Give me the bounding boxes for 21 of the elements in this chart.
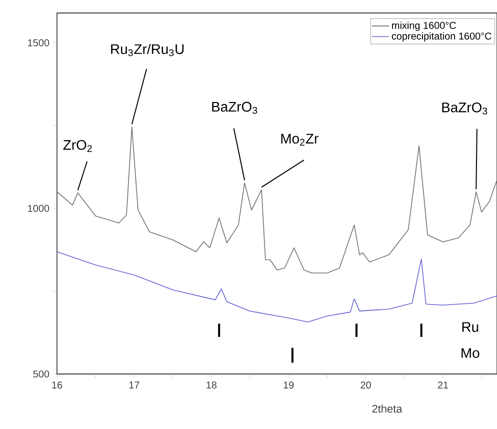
line-series [56,126,497,274]
annotation: BaZrO$_{3}$ [442,102,488,114]
annotation: Mo [462,348,480,358]
x-tick-label: 20 [360,382,371,389]
legend-label: mixing 1600°C [392,22,456,31]
x-tick-label: 19 [284,382,294,389]
x-tick-label: 16 [52,382,62,389]
legend-label: coprecipitation 1600°C [392,32,492,42]
y-tick-label: 1000 [28,204,50,212]
y-tick-label: 500 [33,370,50,378]
annotation: Ru [462,322,478,332]
x-axis-title: 2theta [372,404,402,413]
x-tick-label: 17 [129,382,140,388]
annotation: Ru$_{3}$Zr/Ru$_{3}$U [111,44,184,56]
x-tick-label: 18 [206,382,216,389]
line-series [56,251,497,322]
annotation: Mo$_{2}$Zr [281,134,318,146]
x-tick-label: 21 [438,382,448,388]
annotation: BaZrO$_{3}$ [212,102,258,114]
annotation: ZrO$_{2}$ [63,140,92,152]
y-tick-label: 1500 [28,39,50,46]
